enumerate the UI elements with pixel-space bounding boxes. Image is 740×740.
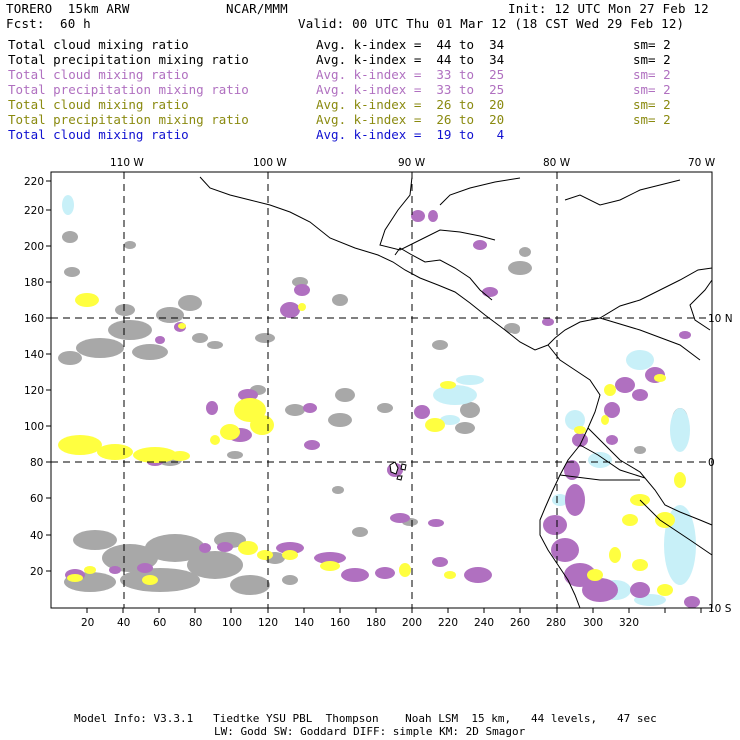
x-tick-label: 140 [294, 617, 314, 629]
x-tick-label: 320 [619, 617, 639, 629]
lat-label: 0 [708, 457, 715, 469]
model-info-line: Model Info: V3.3.1 Tiedtke YSU PBL Thomp… [74, 712, 657, 725]
legend-row: Total precipitation mixing ratio Avg. k-… [8, 52, 671, 67]
legend-field: Total precipitation mixing ratio [8, 52, 249, 67]
x-tick-label: 280 [546, 617, 566, 629]
y-tick-label: 140 [24, 349, 44, 361]
valid-time: Valid: 00 UTC Thu 01 Mar 12 (18 CST Wed … [298, 16, 685, 31]
x-tick-label: 200 [402, 617, 422, 629]
legend-field: Total precipitation mixing ratio [8, 112, 249, 127]
y-tick-labels: 20 40 60 80 100 120 140 160 180 200 220 [24, 205, 44, 578]
legend-field: Total cloud mixing ratio [8, 67, 189, 82]
y-tick-label: 40 [30, 530, 43, 542]
y-tick-label: 20 [30, 566, 43, 578]
legend-smoothing: sm= 2 [633, 37, 671, 52]
legend-field: Total cloud mixing ratio [8, 127, 189, 142]
x-tick-label: 300 [583, 617, 603, 629]
x-tick-label: 240 [474, 617, 494, 629]
legend-field: Total cloud mixing ratio [8, 37, 189, 52]
y-tick-label: 160 [24, 313, 44, 325]
legend-kindex: Avg. k-index = 26 to 20 [316, 112, 505, 127]
coastlines [199, 176, 713, 609]
lat-label: 10 S [708, 603, 732, 615]
legend-row: Total precipitation mixing ratio Avg. k-… [8, 112, 671, 127]
x-tick-label: 160 [330, 617, 350, 629]
y-tick-marks [46, 180, 51, 572]
forecast-hours: 60 h [60, 16, 91, 31]
y-tick-label: 220 [24, 205, 44, 217]
x-tick-label: 60 [153, 617, 166, 629]
yellow-precip-areas [58, 293, 686, 596]
init-time: Init: 12 UTC Mon 27 Feb 12 [508, 1, 709, 16]
lon-label: 100 W [253, 157, 287, 169]
lon-label: 80 W [543, 157, 571, 169]
y-tick-label: 120 [24, 385, 44, 397]
x-tick-label: 120 [258, 617, 278, 629]
lon-label: 70 W [688, 157, 716, 169]
legend-smoothing: sm= 2 [633, 97, 671, 112]
legend-row: Total cloud mixing ratio Avg. k-index = … [8, 37, 671, 52]
y-tick-label: 60 [30, 493, 43, 505]
x-tick-label: 100 [222, 617, 242, 629]
y-tick-label: 100 [24, 421, 44, 433]
gray-cloud-areas [58, 231, 688, 595]
x-tick-labels: 20 40 60 80 100 120 140 160 180 200 220 … [81, 617, 639, 629]
legend-smoothing: sm= 2 [633, 52, 671, 67]
legend-field: Total precipitation mixing ratio [8, 82, 249, 97]
physics-info-line: LW: Godd SW: Goddard DIFF: simple KM: 2D… [214, 725, 526, 738]
x-tick-label: 260 [510, 617, 530, 629]
x-tick-label: 80 [189, 617, 202, 629]
legend-row: Total precipitation mixing ratio Avg. k-… [8, 82, 671, 97]
lat-label: 10 N [708, 313, 733, 325]
lon-label: 110 W [110, 157, 144, 169]
legend-field: Total cloud mixing ratio [8, 97, 189, 112]
legend-row: Total cloud mixing ratio Avg. k-index = … [8, 97, 671, 112]
legend-kindex: Avg. k-index = 33 to 25 [316, 82, 505, 97]
lon-label: 90 W [398, 157, 426, 169]
lat-lon-grid [51, 172, 712, 608]
legend-kindex: Avg. k-index = 19 to 4 [316, 127, 505, 142]
legend-kindex: Avg. k-index = 44 to 34 [316, 52, 505, 67]
y-tick-label: 200 [24, 241, 44, 253]
x-tick-label: 180 [366, 617, 386, 629]
model-title: TORERO 15km ARW [6, 1, 130, 16]
legend-smoothing: sm= 2 [633, 112, 671, 127]
x-tick-marks [86, 608, 702, 613]
x-tick-label: 40 [117, 617, 130, 629]
legend-kindex: Avg. k-index = 33 to 25 [316, 67, 505, 82]
forecast-label: Fcst: [6, 16, 45, 31]
legend-smoothing: sm= 2 [633, 67, 671, 82]
legend-kindex: Avg. k-index = 26 to 20 [316, 97, 505, 112]
x-tick-label: 20 [81, 617, 94, 629]
legend-row: Total cloud mixing ratio Avg. k-index = … [8, 127, 504, 142]
organization: NCAR/MMM [226, 1, 288, 16]
galapagos-islands [389, 461, 407, 481]
x-tick-label: 220 [438, 617, 458, 629]
y-tick-label-top: 220 [24, 176, 44, 188]
legend-smoothing: sm= 2 [633, 82, 671, 97]
legend-row: Total cloud mixing ratio Avg. k-index = … [8, 67, 671, 82]
legend-kindex: Avg. k-index = 44 to 34 [316, 37, 505, 52]
y-tick-label: 80 [30, 457, 43, 469]
y-tick-label: 180 [24, 277, 44, 289]
